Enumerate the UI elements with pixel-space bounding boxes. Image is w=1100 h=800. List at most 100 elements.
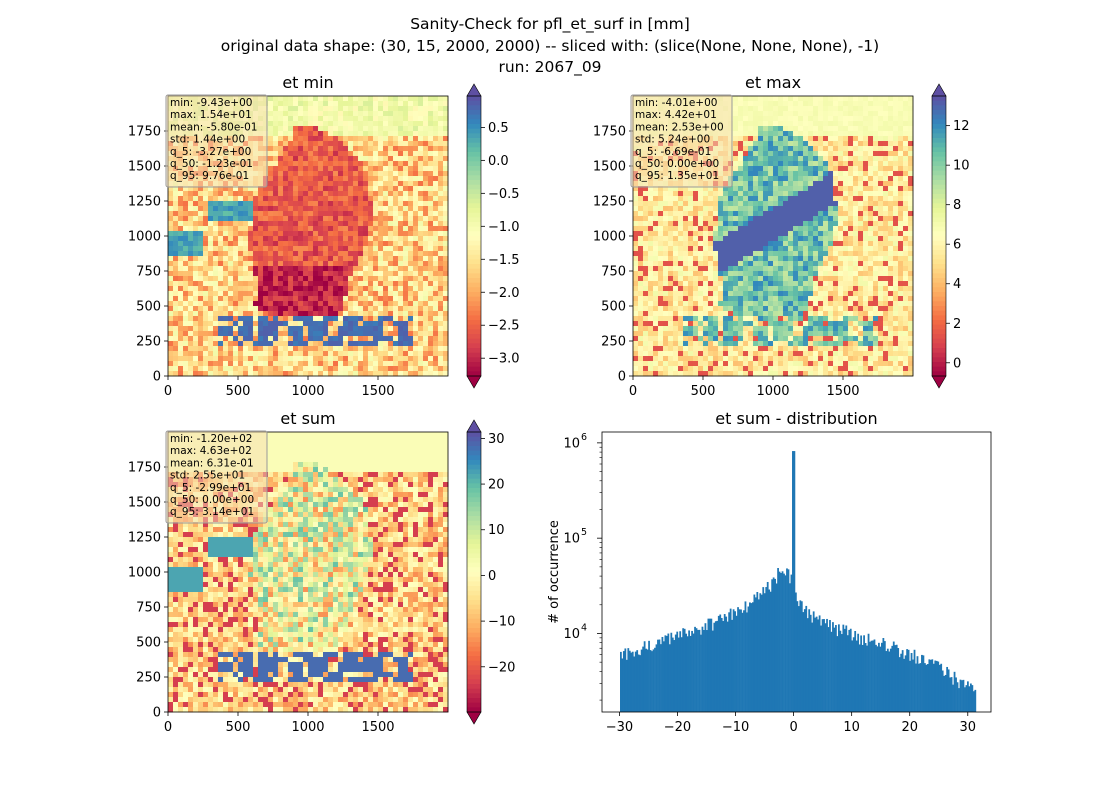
heatmap-cell — [748, 146, 754, 152]
heatmap-cell — [683, 336, 689, 342]
heatmap-cell — [208, 231, 214, 237]
heatmap-cell — [428, 266, 434, 272]
heatmap-cell — [368, 131, 374, 137]
heatmap-cell — [743, 281, 749, 287]
heatmap-cell — [678, 226, 684, 232]
heatmap-cell — [403, 356, 409, 362]
heatmap-cell — [308, 271, 314, 277]
heatmap-cell — [348, 111, 354, 117]
heatmap-cell — [388, 361, 394, 367]
heatmap-cell — [398, 116, 404, 122]
heatmap-cell — [303, 351, 309, 357]
heatmap-cell — [658, 211, 664, 217]
heatmap-cell — [173, 346, 179, 352]
heatmap-cell — [698, 216, 704, 222]
heatmap-cell — [683, 206, 689, 212]
colorbar-segment — [467, 306, 481, 312]
heatmap-cell — [368, 191, 374, 197]
heatmap-cell — [653, 221, 659, 227]
heatmap-cell — [633, 306, 639, 312]
heatmap-cell — [788, 106, 794, 112]
heatmap-cell — [653, 251, 659, 257]
heatmap-cell — [263, 196, 269, 202]
heatmap-cell — [278, 186, 284, 192]
heatmap-cell — [663, 346, 669, 352]
heatmap-cell — [288, 126, 294, 132]
heatmap-cell — [393, 356, 399, 362]
heatmap-cell — [338, 216, 344, 222]
heatmap-cell — [288, 116, 294, 122]
heatmap-cell — [343, 101, 349, 107]
heatmap-cell — [773, 296, 779, 302]
heatmap-cell — [173, 206, 179, 212]
heatmap-cell — [233, 216, 239, 222]
heatmap-cell — [343, 121, 349, 127]
heatmap-cell — [418, 316, 424, 322]
heatmap-cell — [778, 151, 784, 157]
colorbar-tick-label: −1.0 — [488, 220, 520, 235]
heatmap-cell — [698, 251, 704, 257]
heatmap-cell — [288, 161, 294, 167]
heatmap-cell — [253, 336, 259, 342]
heatmap-cell — [663, 216, 669, 222]
heatmap-cell — [648, 186, 654, 192]
heatmap-cell — [443, 216, 449, 222]
heatmap-cell — [378, 151, 384, 157]
heatmap-cell — [748, 181, 754, 187]
heatmap-cell — [778, 266, 784, 272]
heatmap-cell — [758, 216, 764, 222]
heatmap-cell — [723, 216, 729, 222]
heatmap-cell — [273, 296, 279, 302]
heatmap-cell — [423, 316, 429, 322]
heatmap-cell — [428, 311, 434, 317]
heatmap-cell — [668, 296, 674, 302]
heatmap-cell — [758, 366, 764, 372]
heatmap-cell — [443, 251, 449, 257]
heatmap-cell — [198, 341, 204, 347]
heatmap-cell — [443, 336, 449, 342]
heatmap-cell — [703, 196, 709, 202]
heatmap-cell — [423, 181, 429, 187]
heatmap-cell — [268, 306, 274, 312]
heatmap-cell — [208, 371, 214, 377]
colorbar-segment — [467, 184, 481, 190]
heatmap-cell — [228, 371, 234, 377]
heatmap-cell — [358, 236, 364, 242]
heatmap-cell — [243, 346, 249, 352]
heatmap-cell — [203, 316, 209, 322]
heatmap-cell — [183, 346, 189, 352]
heatmap-cell — [373, 241, 379, 247]
heatmap-cell — [203, 216, 209, 222]
heatmap-cell — [688, 331, 694, 337]
heatmap-cell — [268, 186, 274, 192]
heatmap-cell — [343, 131, 349, 137]
heatmap-cell — [418, 216, 424, 222]
heatmap-cell — [658, 346, 664, 352]
heatmap-cell — [728, 246, 734, 252]
heatmap-cell — [243, 281, 249, 287]
heatmap-cell — [748, 186, 754, 192]
heatmap-cell — [413, 181, 419, 187]
heatmap-cell — [733, 131, 739, 137]
heatmap-cell — [373, 356, 379, 362]
heatmap-cell — [363, 206, 369, 212]
heatmap-cell — [783, 316, 789, 322]
heatmap-cell — [373, 206, 379, 212]
heatmap-cell — [178, 186, 184, 192]
heatmap-cell — [308, 366, 314, 372]
heatmap-cell — [193, 286, 199, 292]
heatmap-cell — [343, 181, 349, 187]
heatmap-cell — [368, 171, 374, 177]
heatmap-cell — [383, 251, 389, 257]
heatmap-cell — [408, 331, 414, 337]
heatmap-cell — [358, 276, 364, 282]
heatmap-cell — [748, 141, 754, 147]
heatmap-cell — [733, 201, 739, 207]
x-tick-label: 1500 — [361, 384, 394, 399]
heatmap-cell — [273, 116, 279, 122]
heatmap-cell — [418, 331, 424, 337]
heatmap-cell — [758, 206, 764, 212]
heatmap-cell — [263, 201, 269, 207]
heatmap-cell — [378, 186, 384, 192]
heatmap-cell — [228, 246, 234, 252]
